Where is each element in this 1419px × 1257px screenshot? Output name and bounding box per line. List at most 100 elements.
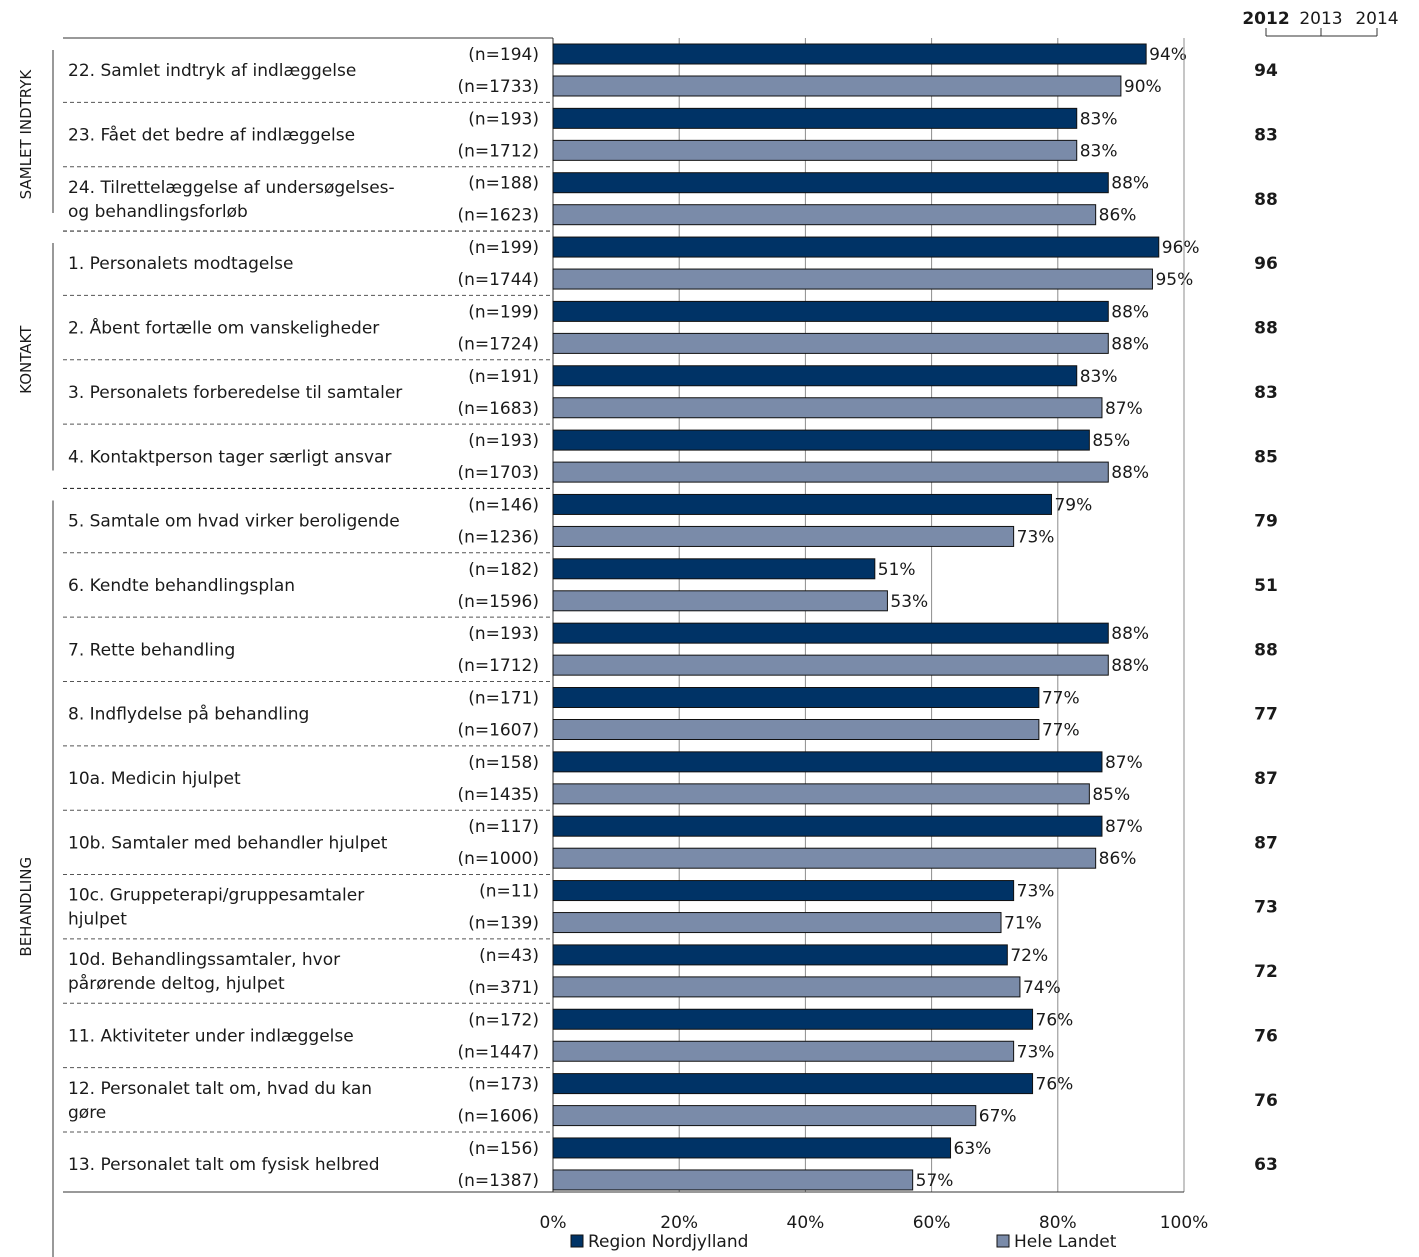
bar-national bbox=[552, 268, 1153, 290]
score-2012: 76 bbox=[1254, 1091, 1278, 1111]
item-label: 11. Aktiviteter under indlæggelse bbox=[68, 1026, 354, 1046]
bar-national bbox=[552, 1105, 977, 1127]
data-label-region: 76% bbox=[1036, 1075, 1074, 1095]
data-label-national: 86% bbox=[1099, 206, 1137, 226]
bar-national bbox=[552, 1169, 914, 1191]
score-2012: 94 bbox=[1254, 61, 1278, 81]
x-tick-label: 20% bbox=[660, 1213, 698, 1233]
bar-region bbox=[552, 558, 876, 580]
data-label-national: 88% bbox=[1111, 656, 1149, 676]
n-label-national: (n=1712) bbox=[457, 656, 539, 676]
n-label-national: (n=1236) bbox=[457, 527, 539, 547]
bar-national bbox=[552, 783, 1090, 805]
data-label-region: 87% bbox=[1105, 817, 1143, 837]
bar-national bbox=[552, 912, 1002, 934]
bar-region bbox=[552, 1073, 1034, 1095]
n-label-region: (n=117) bbox=[468, 817, 539, 837]
score-2012: 76 bbox=[1254, 1026, 1278, 1046]
score-2012: 77 bbox=[1254, 705, 1278, 725]
bar-national bbox=[552, 976, 1021, 998]
data-label-region: 73% bbox=[1017, 882, 1055, 902]
bar-national bbox=[552, 719, 1040, 740]
data-label-national: 71% bbox=[1004, 914, 1042, 934]
item-label: 22. Samlet indtryk af indlæggelse bbox=[68, 61, 356, 81]
n-label-national: (n=1712) bbox=[457, 141, 539, 161]
item-label: 7. Rette behandling bbox=[68, 640, 235, 660]
item-label: 23. Fået det bedre af indlæggelse bbox=[68, 125, 355, 146]
data-label-national: 86% bbox=[1099, 849, 1137, 869]
data-label-national: 95% bbox=[1155, 270, 1193, 290]
item-label: 8. Indflydelse på behandling bbox=[68, 704, 309, 725]
n-label-national: (n=1744) bbox=[457, 270, 539, 290]
item-label: 4. Kontaktperson tager særligt ansvar bbox=[68, 447, 391, 467]
n-label-national: (n=1683) bbox=[457, 399, 539, 419]
item-label: 1. Personalets modtagelse bbox=[68, 254, 293, 274]
score-2012: 83 bbox=[1254, 383, 1278, 403]
data-label-national: 57% bbox=[916, 1171, 954, 1191]
data-label-national: 88% bbox=[1111, 463, 1149, 483]
x-tick-label: 0% bbox=[540, 1213, 567, 1233]
data-label-national: 73% bbox=[1017, 527, 1055, 547]
data-label-region: 96% bbox=[1162, 238, 1200, 258]
data-label-region: 79% bbox=[1054, 495, 1092, 515]
score-2012: 88 bbox=[1254, 319, 1278, 339]
score-2012: 83 bbox=[1254, 126, 1278, 146]
item-label: pårørende deltog, hjulpet bbox=[68, 973, 285, 994]
n-label-national: (n=139) bbox=[468, 914, 539, 934]
item-label: 10c. Gruppeterapi/gruppesamtaler bbox=[68, 886, 364, 906]
bar-region bbox=[552, 300, 1109, 322]
n-label-region: (n=188) bbox=[468, 174, 539, 194]
data-label-region: 85% bbox=[1092, 431, 1130, 451]
n-label-region: (n=194) bbox=[468, 45, 539, 65]
bar-region bbox=[552, 43, 1147, 65]
bar-national bbox=[552, 590, 888, 612]
item-label: 3. Personalets forberedelse til samtaler bbox=[68, 383, 402, 403]
score-2012: 88 bbox=[1254, 640, 1278, 660]
item-label: gøre bbox=[68, 1103, 106, 1123]
year-header-2012: 2012 bbox=[1242, 9, 1289, 29]
n-label-region: (n=182) bbox=[468, 560, 539, 580]
data-label-national: 83% bbox=[1080, 141, 1118, 161]
n-label-region: (n=171) bbox=[468, 689, 539, 709]
item-label: 13. Personalet talt om fysisk helbred bbox=[68, 1155, 380, 1175]
bar-national bbox=[552, 461, 1109, 483]
n-label-region: (n=193) bbox=[468, 431, 539, 451]
bar-region bbox=[552, 1008, 1034, 1030]
data-label-national: 85% bbox=[1092, 785, 1130, 805]
data-label-region: 76% bbox=[1036, 1010, 1074, 1030]
item-label: 24. Tilrettelæggelse af undersøgelses- bbox=[68, 178, 395, 198]
bar-national bbox=[552, 525, 1015, 547]
score-2012: 73 bbox=[1254, 898, 1278, 918]
n-label-national: (n=1447) bbox=[457, 1042, 539, 1062]
year-header-2013: 2013 bbox=[1299, 9, 1342, 29]
item-label: 6. Kendte behandlingsplan bbox=[68, 576, 295, 596]
score-2012: 85 bbox=[1254, 447, 1278, 467]
bar-region bbox=[552, 687, 1040, 708]
bar-national bbox=[552, 654, 1109, 676]
n-label-region: (n=193) bbox=[468, 109, 539, 129]
data-label-region: 77% bbox=[1042, 689, 1080, 709]
score-2012: 72 bbox=[1254, 962, 1278, 982]
n-label-region: (n=199) bbox=[468, 238, 539, 258]
bar-region bbox=[552, 429, 1090, 451]
score-2012: 63 bbox=[1254, 1155, 1278, 1175]
n-label-region: (n=43) bbox=[479, 946, 539, 966]
bar-national bbox=[552, 1040, 1015, 1062]
bar-national bbox=[552, 397, 1103, 419]
group-label: KONTAKT bbox=[17, 325, 35, 394]
bar-region bbox=[552, 944, 1008, 966]
n-label-national: (n=1724) bbox=[457, 334, 539, 354]
item-label: 12. Personalet talt om, hvad du kan bbox=[68, 1079, 372, 1099]
x-tick-label: 40% bbox=[787, 1213, 825, 1233]
bar-national bbox=[552, 847, 1097, 869]
data-label-national: 73% bbox=[1017, 1042, 1055, 1062]
n-label-national: (n=1435) bbox=[457, 785, 539, 805]
bar-region bbox=[552, 365, 1078, 387]
item-label: og behandlingsforløb bbox=[68, 202, 248, 222]
data-label-region: 83% bbox=[1080, 109, 1118, 129]
item-label: 10a. Medicin hjulpet bbox=[68, 769, 241, 789]
n-label-region: (n=191) bbox=[468, 367, 539, 387]
data-label-region: 83% bbox=[1080, 367, 1118, 387]
data-label-national: 90% bbox=[1124, 77, 1162, 97]
